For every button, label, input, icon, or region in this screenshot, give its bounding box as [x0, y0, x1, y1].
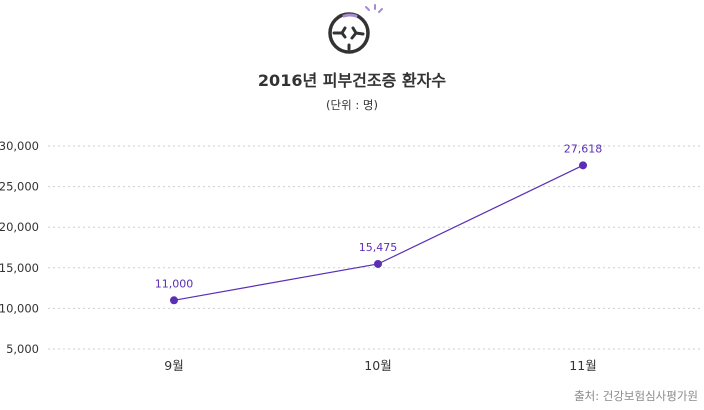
- data-point: [170, 296, 178, 305]
- skin-dry-icon: [328, 4, 383, 54]
- x-tick-label: 10월: [364, 358, 391, 373]
- data-point: [374, 259, 382, 268]
- y-tick-label: 5,000: [6, 342, 39, 356]
- source-note: 출처: 건강보험심사평가원: [574, 389, 698, 403]
- x-axis-ticks: 9월 10월 11월: [164, 358, 596, 373]
- series-path: [173, 164, 584, 301]
- x-tick-label: 9월: [164, 358, 183, 373]
- y-tick-label: 15,000: [0, 261, 39, 275]
- chart-title: 2016년 피부건조증 환자수: [258, 71, 446, 90]
- data-label: 15,475: [359, 241, 398, 254]
- data-point: [579, 161, 587, 170]
- chart-subtitle: (단위 : 명): [326, 98, 378, 112]
- series-line: 11,000 15,475 27,618: [155, 142, 603, 305]
- data-label: 11,000: [155, 277, 194, 290]
- x-tick-label: 11월: [569, 358, 596, 373]
- y-tick-label: 20,000: [0, 220, 39, 234]
- y-tick-label: 25,000: [0, 180, 39, 194]
- data-label: 27,618: [564, 142, 603, 155]
- y-tick-label: 10,000: [0, 301, 39, 315]
- y-tick-label: 30,000: [0, 139, 39, 153]
- grid-lines: [48, 145, 700, 350]
- y-axis-ticks: 5,000 10,000 15,000 20,000 25,000 30,000: [0, 139, 39, 356]
